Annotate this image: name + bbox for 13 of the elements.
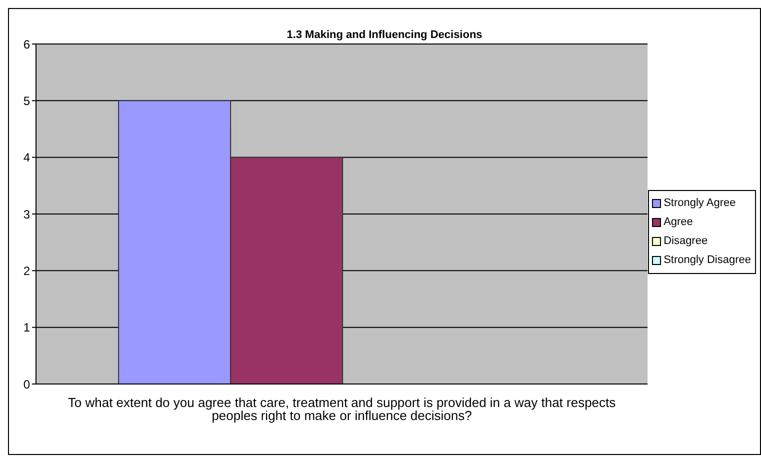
legend-label: Strongly Agree <box>664 197 736 209</box>
y-tick-label: 1 <box>23 320 30 335</box>
y-tick-label: 2 <box>23 264 30 278</box>
y-tick-label: 0 <box>23 377 30 392</box>
legend-label: Strongly Disagree <box>664 254 751 266</box>
chart-title: 1.3 Making and Influencing Decisions <box>286 29 482 41</box>
y-tick-label: 4 <box>23 150 30 165</box>
legend-label: Agree <box>664 216 693 228</box>
x-tick-label: To what extent do you agree that care, treatment and support is provided in a way that respects peoples right to make or influence decisions? <box>68 395 616 424</box>
y-tick-label: 5 <box>23 94 30 108</box>
legend-label: Disagree <box>664 235 708 247</box>
y-tick-label: 6 <box>23 37 30 52</box>
y-tick-label: 3 <box>23 207 30 222</box>
